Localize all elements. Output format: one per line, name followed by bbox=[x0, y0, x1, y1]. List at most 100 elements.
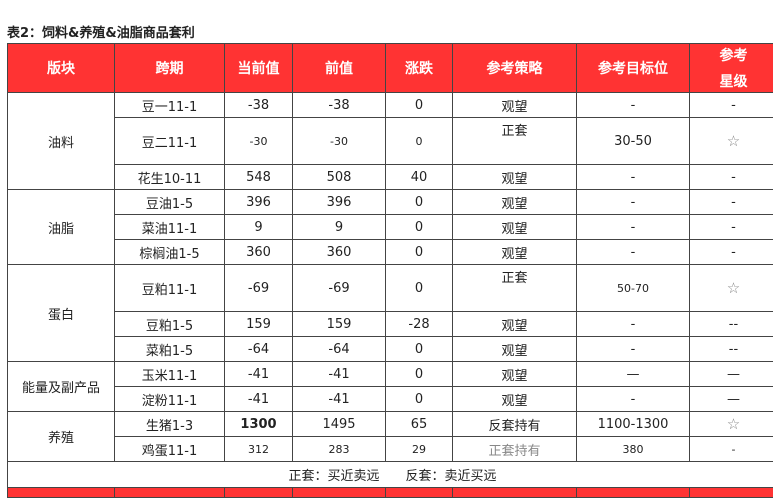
cur-cell: -64 bbox=[224, 336, 293, 362]
target-cell: — bbox=[576, 361, 690, 387]
arbitrage-table: 版块 跨期 当前值 前值 涨跌 参考策略 参考目标位 参考 星级 油料 豆一11-1… bbox=[7, 43, 773, 498]
spread-cell: 棕榈油1-5 bbox=[114, 239, 225, 265]
strategy-cell: 观望 bbox=[452, 336, 577, 362]
star-cell: - bbox=[689, 214, 773, 240]
target-cell: - bbox=[576, 164, 690, 190]
cur-cell: -69 bbox=[224, 264, 293, 312]
star-cell: - bbox=[689, 92, 773, 118]
cur-cell: 396 bbox=[224, 189, 293, 215]
strategy-cell: 正套 bbox=[452, 117, 577, 165]
star-cell: ☆ bbox=[689, 117, 773, 165]
table-row: 淀粉11-1 -41 -41 0 观望 - — bbox=[8, 386, 773, 412]
footnote: 正套：买近卖远 反套：卖近买远 bbox=[7, 461, 773, 488]
table-row: 豆二11-1 -30 -30 0 正套 30-50 ☆ bbox=[8, 117, 773, 165]
table-row: 油料 豆一11-1 -38 -38 0 观望 - - bbox=[7, 92, 773, 190]
header-strategy: 参考策略 bbox=[452, 43, 577, 93]
spread-cell: 豆粕1-5 bbox=[114, 311, 225, 337]
star-cell: — bbox=[689, 386, 773, 412]
table-row: 养殖 生猪1-3 1300 1495 65 反套持有 1100-1300 ☆ bbox=[7, 411, 773, 462]
prev-cell: -41 bbox=[292, 386, 386, 412]
target-cell: 50-70 bbox=[576, 264, 690, 312]
header-spread: 跨期 bbox=[114, 43, 225, 93]
spread-cell: 豆一11-1 bbox=[114, 92, 225, 118]
table-row: 油脂 豆油1-5 396 396 0 观望 - - bbox=[7, 189, 773, 265]
cur-cell: 9 bbox=[224, 214, 293, 240]
strategy-cell: 观望 bbox=[452, 164, 577, 190]
header-row: 版块 跨期 当前值 前值 涨跌 参考策略 参考目标位 参考 星级 bbox=[7, 43, 773, 93]
spread-cell: 菜粕1-5 bbox=[114, 336, 225, 362]
sector-cell: 油料 bbox=[7, 92, 115, 190]
target-cell: - bbox=[576, 386, 690, 412]
sector-cell: 油脂 bbox=[7, 189, 115, 265]
table-row: 棕榈油1-5 360 360 0 观望 - - bbox=[8, 239, 773, 265]
table-row: 蛋白 豆粕11-1 -69 -69 0 正套 50-70 ☆ bbox=[7, 264, 773, 362]
prev-cell: -64 bbox=[292, 336, 386, 362]
strategy-cell: 观望 bbox=[452, 189, 577, 215]
spread-cell: 生猪1-3 bbox=[114, 411, 225, 437]
table-row: 豆粕1-5 159 159 -28 观望 - -- bbox=[8, 311, 773, 337]
spread-cell: 菜油11-1 bbox=[114, 214, 225, 240]
table-row: 菜粕1-5 -64 -64 0 观望 - -- bbox=[8, 336, 773, 362]
chg-cell: 0 bbox=[385, 336, 453, 362]
sector-cell: 能量及副产品 bbox=[7, 361, 115, 412]
cur-cell: 312 bbox=[224, 436, 293, 462]
spread-cell: 花生10-11 bbox=[114, 164, 225, 190]
chg-cell: 0 bbox=[385, 239, 453, 265]
spread-cell: 豆油1-5 bbox=[114, 189, 225, 215]
header-previous: 前值 bbox=[292, 43, 386, 93]
header-rating-line2: 星级 bbox=[719, 74, 748, 90]
star-cell: ☆ bbox=[689, 411, 773, 437]
table-row: 鸡蛋11-1 312 283 29 正套持有 380- bbox=[8, 436, 773, 462]
sector-cell: 养殖 bbox=[7, 411, 115, 462]
target-cell: - bbox=[576, 336, 690, 362]
cur-cell: 1300 bbox=[224, 411, 293, 437]
header-current: 当前值 bbox=[224, 43, 293, 93]
prev-cell: -69 bbox=[292, 264, 386, 312]
prev-cell: -30 bbox=[292, 117, 386, 165]
table-row: 能量及副产品 玉米11-1 -41 -41 0 观望 — — bbox=[7, 361, 773, 412]
prev-cell: -41 bbox=[292, 361, 386, 387]
chg-cell: 29 bbox=[385, 436, 453, 462]
header-target: 参考目标位 bbox=[576, 43, 690, 93]
target-cell: 380 bbox=[576, 436, 690, 462]
target-cell: 1100-1300 bbox=[576, 411, 690, 437]
header-rating: 参考 星级 bbox=[689, 43, 773, 93]
spread-cell: 豆粕11-1 bbox=[114, 264, 225, 312]
prev-cell: 508 bbox=[292, 164, 386, 190]
prev-cell: 283 bbox=[292, 436, 386, 462]
strategy-cell: 反套持有 bbox=[452, 411, 577, 437]
prev-cell: 159 bbox=[292, 311, 386, 337]
spread-cell: 淀粉11-1 bbox=[114, 386, 225, 412]
cur-cell: -38 bbox=[224, 92, 293, 118]
chg-cell: -28 bbox=[385, 311, 453, 337]
cur-cell: -30 bbox=[224, 117, 293, 165]
prev-cell: 1495 bbox=[292, 411, 386, 437]
strategy-cell: 正套 bbox=[452, 264, 577, 312]
target-cell: 30-50 bbox=[576, 117, 690, 165]
strategy-cell: 观望 bbox=[452, 386, 577, 412]
strategy-cell: 观望 bbox=[452, 239, 577, 265]
star-cell: -- bbox=[689, 311, 773, 337]
strategy-cell: 观望 bbox=[452, 92, 577, 118]
prev-cell: 396 bbox=[292, 189, 386, 215]
chg-cell: 40 bbox=[385, 164, 453, 190]
chg-cell: 0 bbox=[385, 92, 453, 118]
star-cell: ☆ bbox=[689, 264, 773, 312]
strategy-cell: 观望 bbox=[452, 214, 577, 240]
chg-cell: 65 bbox=[385, 411, 453, 437]
chg-cell: 0 bbox=[385, 264, 453, 312]
star-cell: -- bbox=[689, 336, 773, 362]
target-cell: - bbox=[576, 214, 690, 240]
target-cell: - bbox=[576, 92, 690, 118]
target-cell: - bbox=[576, 189, 690, 215]
prev-cell: 360 bbox=[292, 239, 386, 265]
prev-cell: -38 bbox=[292, 92, 386, 118]
chg-cell: 0 bbox=[385, 214, 453, 240]
strategy-cell: 观望 bbox=[452, 311, 577, 337]
header-sector: 版块 bbox=[7, 43, 115, 93]
star-cell: - bbox=[689, 239, 773, 265]
sector-cell: 蛋白 bbox=[7, 264, 115, 362]
strategy-cell: 正套持有 bbox=[452, 436, 577, 462]
target-cell: - bbox=[576, 239, 690, 265]
cur-cell: 360 bbox=[224, 239, 293, 265]
